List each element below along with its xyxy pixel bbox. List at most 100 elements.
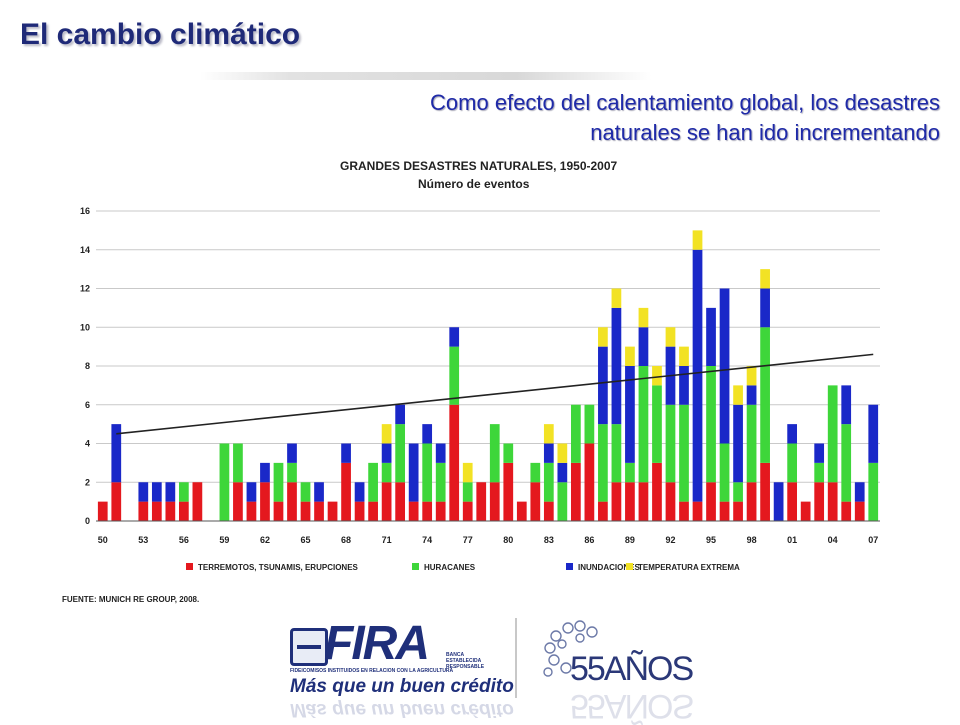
bar-segment: [449, 346, 460, 405]
bar-segment: [489, 482, 500, 521]
bar-segment: [151, 482, 162, 502]
bar-segment: [841, 501, 852, 521]
bar-segment: [570, 462, 581, 521]
bar-segment: [273, 501, 284, 521]
title-underline: [200, 72, 652, 80]
x-tick-label: 89: [625, 535, 635, 545]
bar-segment: [638, 327, 649, 366]
bar-segment: [719, 288, 730, 444]
bar-segment: [854, 501, 865, 521]
bar-segment: [760, 462, 770, 521]
bar-segment: [611, 307, 622, 425]
y-axis-ticks: 0 2 4 6 8 10 12 14 16: [80, 206, 90, 526]
bar-segment: [287, 462, 297, 483]
fira-tagline-reflection: Más que un buen crédito: [290, 699, 514, 720]
y-tick-label: 0: [85, 516, 90, 526]
bar-segment: [773, 482, 784, 521]
disasters-chart: GRANDES DESASTRES NATURALES, 1950-2007 N…: [62, 159, 880, 604]
bar-segment: [381, 462, 392, 483]
x-tick-label: 56: [179, 535, 189, 545]
x-tick-label: 86: [584, 535, 594, 545]
y-tick-label: 8: [85, 361, 90, 371]
bar-segment: [598, 424, 608, 502]
bar-segment: [462, 482, 473, 502]
bar-segment: [354, 501, 365, 521]
bar-segment: [733, 482, 743, 502]
bar-segment: [692, 249, 703, 502]
bar-segment: [408, 443, 419, 502]
bar-segment: [138, 501, 149, 521]
bar-segment: [111, 482, 122, 521]
bar-segment: [111, 424, 122, 483]
bar-segment: [543, 443, 554, 463]
bar-segment: [368, 501, 378, 521]
bar-segment: [652, 385, 662, 463]
bar-segment: [395, 424, 406, 483]
bar-stack: [97, 230, 879, 521]
bar-segment: [625, 482, 635, 521]
bar-segment: [868, 462, 879, 521]
legend-label: TEMPERATURA EXTREMA: [638, 563, 740, 572]
bar-segment: [652, 462, 662, 521]
x-tick-label: 77: [463, 535, 473, 545]
bar-segment: [165, 482, 176, 502]
bar-segment: [692, 501, 703, 521]
x-tick-label: 59: [219, 535, 229, 545]
bar-segment: [827, 385, 838, 483]
bar-segment: [814, 443, 825, 463]
y-tick-label: 12: [80, 284, 90, 294]
bar-segment: [598, 346, 608, 425]
bar-segment: [787, 443, 798, 483]
fira-tagline: Más que un buen crédito: [290, 676, 514, 697]
bar-segment: [354, 482, 365, 502]
chart-subtitle: Número de eventos: [418, 177, 530, 191]
bar-segment: [679, 366, 689, 405]
footer-logos: FIRA BANCA ESTABLECIDA RESPONSABLE FIDEI…: [280, 612, 700, 725]
bar-segment: [841, 424, 852, 502]
bar-segment: [557, 462, 568, 483]
bar-segment: [260, 482, 270, 521]
bar-segment: [300, 501, 311, 521]
bar-segment: [422, 424, 433, 444]
bar-segment: [395, 482, 406, 521]
logo-divider: [515, 618, 517, 698]
bar-segment: [246, 482, 257, 502]
bar-segment: [260, 462, 270, 483]
bar-segment: [381, 424, 392, 444]
fira-logo: FIRA BANCA ESTABLECIDA RESPONSABLE FIDEI…: [286, 617, 514, 720]
slide-subtitle: Como efecto del calentamiento global, lo…: [300, 88, 940, 148]
bar-segment: [706, 366, 716, 483]
bar-segment: [787, 424, 798, 444]
bar-segment: [625, 462, 635, 483]
x-tick-label: 92: [665, 535, 675, 545]
bar-segment: [679, 346, 689, 366]
chart-title: GRANDES DESASTRES NATURALES, 1950-2007: [340, 159, 618, 173]
bar-segment: [543, 501, 554, 521]
fira-wordmark: FIRA: [324, 617, 430, 670]
bar-segment: [800, 501, 811, 521]
bar-segment: [841, 385, 852, 425]
x-tick-label: 71: [382, 535, 392, 545]
bar-segment: [679, 404, 689, 502]
bar-segment: [435, 443, 446, 463]
bar-segment: [814, 482, 825, 521]
bar-segment: [178, 482, 189, 502]
y-tick-label: 10: [80, 322, 90, 332]
anniversary-reflection: 55AÑOS: [570, 687, 693, 725]
y-tick-label: 2: [85, 477, 90, 487]
bar-segment: [638, 366, 649, 483]
bar-segment: [178, 501, 189, 521]
bar-segment: [598, 501, 608, 521]
trend-line: [116, 353, 874, 435]
x-tick-label: 62: [260, 535, 270, 545]
x-tick-label: 95: [706, 535, 716, 545]
bar-segment: [287, 482, 297, 521]
bar-segment: [341, 462, 351, 521]
source-note: FUENTE: MUNICH RE GROUP, 2008.: [62, 595, 199, 604]
legend-label: TERREMOTOS, TSUNAMIS, ERUPCIONES: [198, 563, 359, 572]
bar-segment: [868, 404, 879, 463]
x-tick-label: 04: [828, 535, 838, 545]
bar-segment: [300, 482, 311, 502]
bar-segment: [760, 288, 770, 328]
legend-swatch: [412, 563, 419, 570]
